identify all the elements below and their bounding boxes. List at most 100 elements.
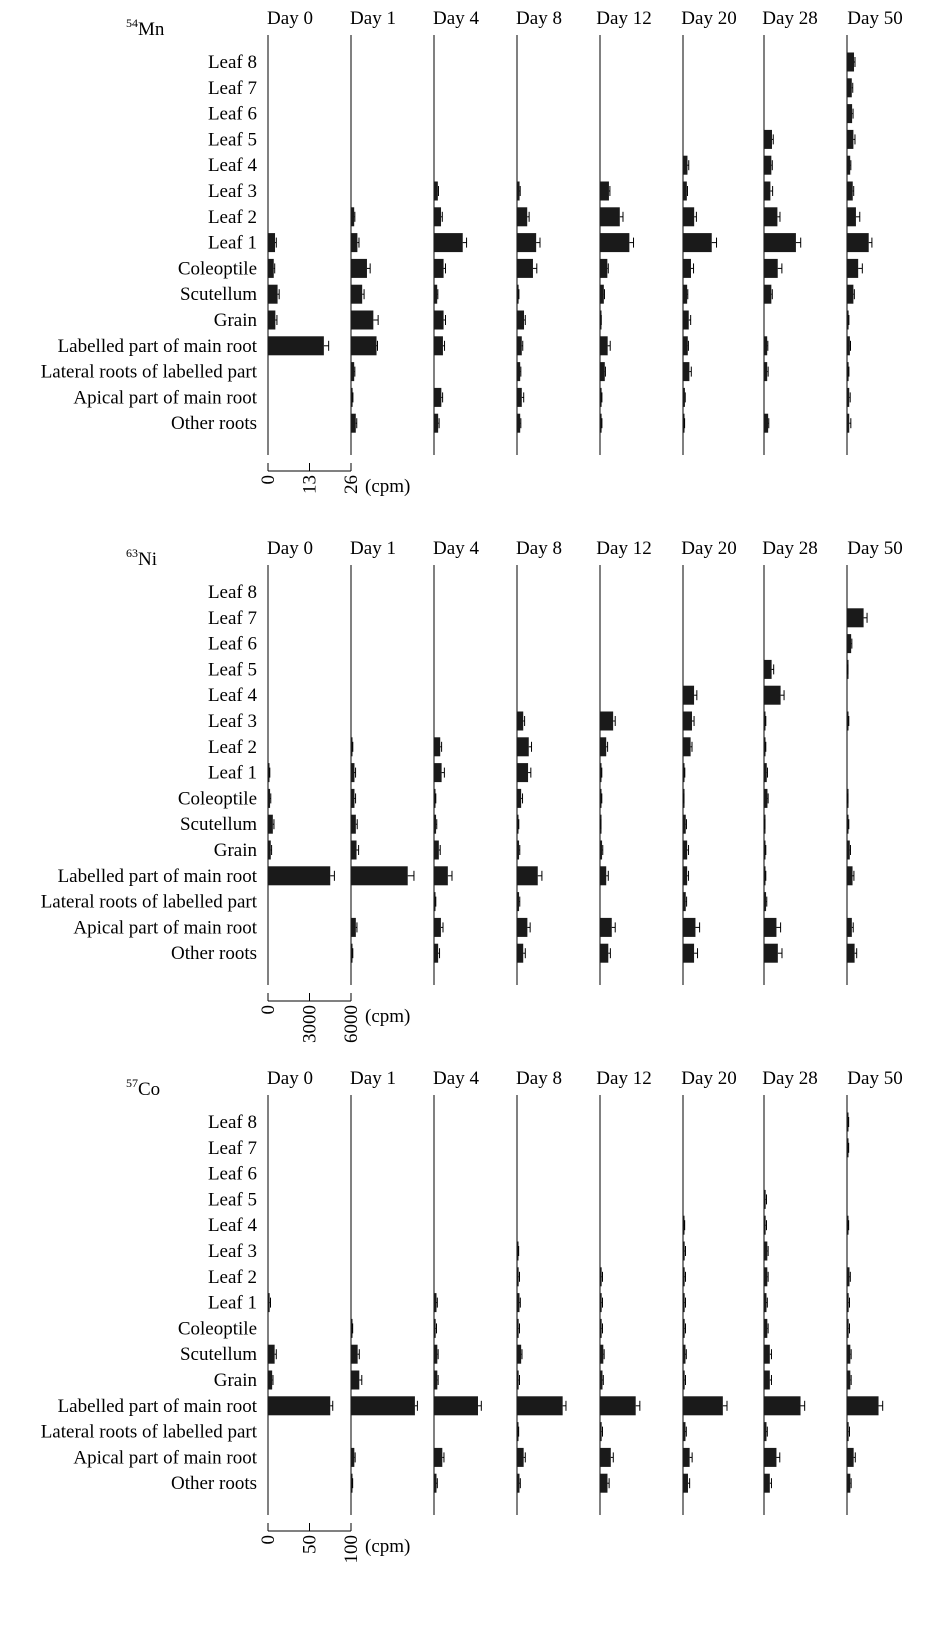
bar xyxy=(517,387,522,407)
bar xyxy=(517,1344,522,1364)
bar xyxy=(600,1422,602,1442)
bar xyxy=(847,52,855,72)
bar xyxy=(683,310,689,330)
bar xyxy=(600,866,607,886)
bar xyxy=(517,336,522,356)
bar xyxy=(847,1422,849,1442)
bar xyxy=(683,917,696,937)
bar xyxy=(517,1447,524,1467)
category-label: Leaf 6 xyxy=(208,634,257,655)
bar xyxy=(847,1215,849,1235)
isotope-label: 54Mn xyxy=(126,16,165,40)
bar xyxy=(847,129,854,149)
bar xyxy=(847,1370,851,1390)
isotope-label: 57Co xyxy=(126,1076,160,1100)
bar xyxy=(764,917,777,937)
bar xyxy=(600,1396,636,1416)
bar xyxy=(764,1396,801,1416)
bar xyxy=(683,1447,690,1467)
isotope-symbol: Mn xyxy=(138,19,165,40)
bar xyxy=(517,362,521,382)
bar xyxy=(764,943,778,963)
day-label: Day 8 xyxy=(516,538,562,559)
day-label: Day 0 xyxy=(267,538,313,559)
category-label: Apical part of main root xyxy=(73,1447,257,1468)
bar xyxy=(847,943,855,963)
unit-label: (cpm) xyxy=(365,476,410,497)
bar xyxy=(517,737,529,757)
day-label: Day 20 xyxy=(681,1068,736,1089)
bar xyxy=(268,336,324,356)
day-label: Day 1 xyxy=(350,538,396,559)
day-label: Day 0 xyxy=(267,1068,313,1089)
bar xyxy=(600,1473,608,1493)
bar xyxy=(517,258,533,278)
bar xyxy=(351,258,367,278)
category-label: Leaf 8 xyxy=(208,582,257,603)
day-label: Day 28 xyxy=(762,538,817,559)
bar xyxy=(600,943,609,963)
isotope-mass: 54 xyxy=(126,16,138,30)
bar xyxy=(600,258,608,278)
scale-tick-label: 100 xyxy=(341,1535,362,1564)
category-label: Coleoptile xyxy=(178,258,257,279)
bar xyxy=(847,207,856,227)
bar xyxy=(764,362,768,382)
bar xyxy=(600,1447,611,1467)
category-label: Grain xyxy=(214,1370,258,1391)
bar xyxy=(764,1318,768,1338)
category-label: Leaf 5 xyxy=(208,659,257,680)
bar xyxy=(764,1293,767,1313)
bar xyxy=(683,1215,685,1235)
isotope-symbol: Co xyxy=(138,1079,160,1100)
bar xyxy=(847,181,853,201)
bar xyxy=(764,336,768,356)
bar xyxy=(517,233,537,253)
panel-co: 57Co Day 0 Day 1 Day 4 Day 8 Day 12 Day 20 Day … xyxy=(41,1068,903,1564)
bar xyxy=(517,1370,519,1390)
bar xyxy=(517,763,529,783)
category-label: Leaf 8 xyxy=(208,52,257,73)
bar xyxy=(600,181,609,201)
scale-tick-label: 0 xyxy=(258,1535,279,1545)
bar xyxy=(351,413,356,433)
bar xyxy=(764,840,766,860)
category-label: Labelled part of main root xyxy=(58,866,258,887)
bar xyxy=(847,608,864,628)
bar xyxy=(847,155,851,175)
bar xyxy=(268,788,271,808)
unit-label: (cpm) xyxy=(365,1006,410,1027)
bar xyxy=(434,284,438,304)
day-label: Day 12 xyxy=(596,8,651,29)
day-label: Day 28 xyxy=(762,8,817,29)
bar xyxy=(434,892,436,912)
bar xyxy=(268,1370,273,1390)
bar xyxy=(268,1293,270,1313)
bar xyxy=(268,284,278,304)
bar xyxy=(764,129,772,149)
category-label: Leaf 1 xyxy=(208,233,257,254)
category-label: Leaf 1 xyxy=(208,763,257,784)
category-label: Leaf 2 xyxy=(208,1267,257,1288)
category-label: Leaf 7 xyxy=(208,608,257,629)
bar xyxy=(600,763,602,783)
category-label: Grain xyxy=(214,310,258,331)
bar xyxy=(683,258,691,278)
bar xyxy=(683,1422,686,1442)
category-label: Leaf 2 xyxy=(208,737,257,758)
bar xyxy=(683,866,688,886)
bar xyxy=(268,233,276,253)
bar xyxy=(764,866,766,886)
day-label: Day 8 xyxy=(516,1068,562,1089)
bar xyxy=(764,1370,770,1390)
bar xyxy=(351,1473,353,1493)
bar xyxy=(847,1138,849,1158)
bar xyxy=(764,1267,768,1287)
day-label: Day 28 xyxy=(762,1068,817,1089)
bar xyxy=(351,284,363,304)
bar xyxy=(683,814,686,834)
bar xyxy=(764,659,772,679)
category-label: Leaf 6 xyxy=(208,104,257,125)
bar xyxy=(683,207,695,227)
